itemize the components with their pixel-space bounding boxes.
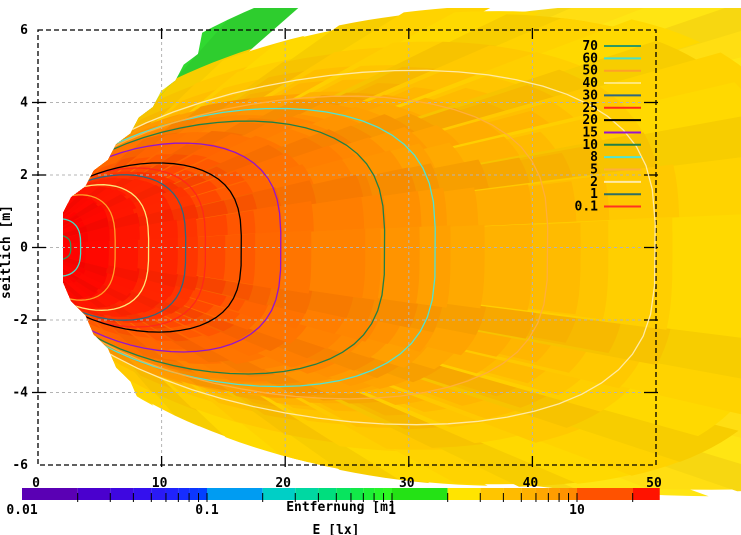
contour-line-60 (63, 218, 82, 277)
colorbar-segment (189, 488, 199, 500)
fan-wedge-band (63, 226, 88, 248)
fan-wedge-band (63, 215, 82, 248)
colorbar-tick-label: 0.1 (195, 503, 219, 518)
colorbar-segment (480, 488, 504, 500)
colorbar: 0.01 0.1 1 10 E [lx] (6, 488, 660, 535)
fan-wedge-band (63, 198, 98, 248)
contour-line-70 (63, 233, 72, 262)
colorbar-segment (262, 488, 296, 500)
legend-label: 2 (590, 175, 598, 190)
colorbar-segment (577, 488, 633, 500)
colorbar-segment (559, 488, 569, 500)
y-tick-label: -6 (12, 458, 28, 473)
contour-line-8 (63, 107, 436, 388)
colorbar-segment (133, 488, 152, 500)
colorbar-segment (318, 488, 337, 500)
fan-wedge-band (63, 202, 100, 248)
y-axis-title: seitlich [m] (0, 205, 14, 299)
legend-label: 25 (582, 101, 598, 116)
fan-wedge-band (63, 247, 108, 277)
colorbar-tick-label: 0.01 (6, 503, 37, 518)
colorbar-segment (198, 488, 207, 500)
colorbar-segment (178, 488, 190, 500)
colorbar-segment (363, 488, 375, 500)
colorbar-segment (110, 488, 134, 500)
colorbar-segment (336, 488, 351, 500)
x-tick-label: 10 (152, 476, 168, 491)
y-tick-label: -2 (12, 313, 28, 328)
legend-label: 10 (582, 138, 598, 153)
isolux-fan (63, 8, 741, 497)
x-axis-title: Entfernung [m] (286, 500, 396, 515)
x-tick-label: 30 (399, 476, 415, 491)
legend-label: 8 (590, 150, 598, 165)
colorbar-segment (77, 488, 111, 500)
colorbar-segment (535, 488, 549, 500)
y-tick-label: 2 (20, 168, 28, 183)
legend-label: 20 (582, 113, 598, 128)
fan-wedge-band (63, 247, 99, 297)
fan-wedge-band (63, 217, 110, 248)
colorbar-segment (374, 488, 384, 500)
colorbar-segment (548, 488, 560, 500)
colorbar-segment (383, 488, 392, 500)
fan-wedge-band (63, 217, 85, 248)
contour-line-10 (63, 120, 386, 375)
fan-wedge-band (63, 247, 101, 293)
legend-label: 40 (582, 76, 598, 91)
colorbar-segment (350, 488, 364, 500)
colorbar-segment (521, 488, 536, 500)
legend-label: 50 (582, 64, 598, 79)
y-tick-label: 0 (20, 241, 28, 256)
fan-wedge-band (63, 210, 109, 248)
contour-line-2 (63, 69, 656, 426)
colorbar-segment (22, 488, 78, 500)
colorbar-segment (632, 488, 660, 500)
colorbar-segment (207, 488, 263, 500)
legend-label: 70 (582, 39, 598, 54)
fan-wedge-band (63, 247, 86, 269)
colorbar-segment (447, 488, 481, 500)
grid (38, 30, 656, 465)
fan-wedge-band (63, 247, 84, 277)
y-tick-label: 6 (20, 23, 28, 38)
colorbar-segment (151, 488, 166, 500)
fan-wedge-band (63, 247, 82, 280)
colorbar-segment (295, 488, 319, 500)
colorbar-title: E [lx] (313, 523, 360, 535)
colorbar-segment (392, 488, 448, 500)
colorbar-segment (165, 488, 179, 500)
legend-label: 15 (582, 125, 598, 140)
fan-wedge-band (63, 247, 87, 274)
fan-wedge-band (63, 221, 86, 248)
colorbar-tick-label: 10 (569, 503, 585, 518)
legend-label: 0.1 (575, 200, 599, 215)
contour-line-40 (63, 184, 150, 311)
y-tick-label: -4 (12, 386, 28, 401)
fan-wedge-band (63, 247, 108, 285)
contour-line-50 (63, 194, 116, 301)
colorbar-segment (503, 488, 522, 500)
legend-label: 5 (590, 163, 598, 178)
x-tick-label: 40 (523, 476, 539, 491)
plot-border (32, 28, 658, 467)
colorbar-segment (568, 488, 577, 500)
contour-line-5 (63, 95, 549, 400)
x-tick-label: 20 (275, 476, 291, 491)
legend-label: 60 (582, 51, 598, 66)
legend-label: 30 (582, 88, 598, 103)
x-tick-label: 0 (32, 476, 40, 491)
colorbar-tick-label: 1 (388, 503, 396, 518)
y-tick-label: 4 (20, 96, 28, 111)
legend-label: 1 (590, 187, 598, 202)
x-tick-label: 50 (646, 476, 662, 491)
